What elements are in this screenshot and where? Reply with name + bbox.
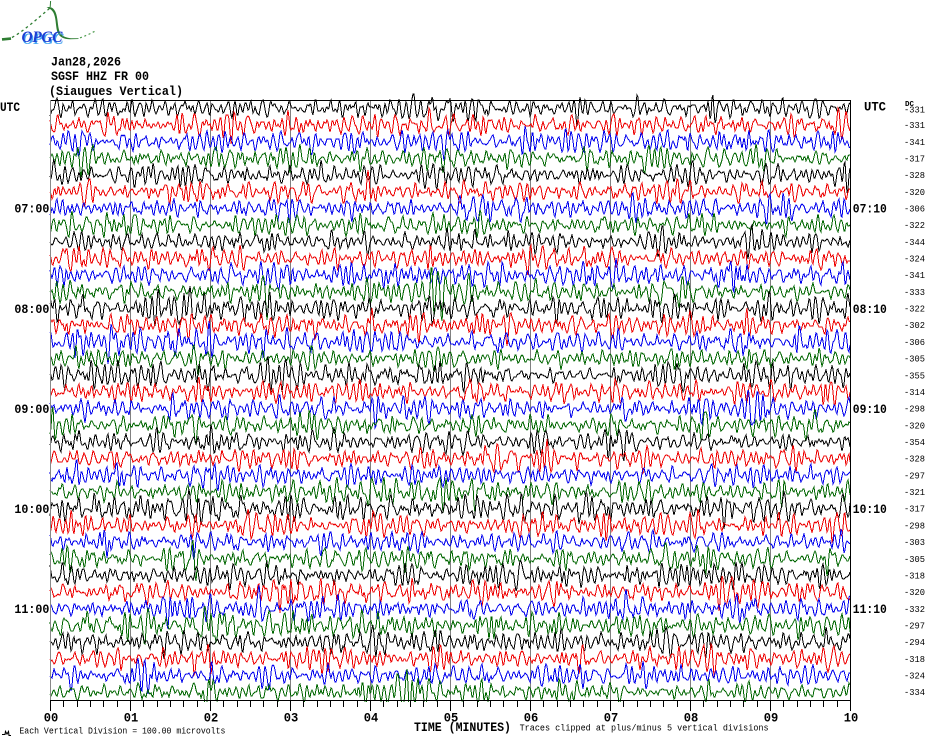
svg-text:-331: -331 [904,121,925,131]
svg-text:-328: -328 [904,171,925,181]
svg-text:10: 10 [844,712,859,726]
svg-text:-317: -317 [904,154,925,164]
svg-text:-332: -332 [904,605,925,615]
svg-text:-341: -341 [904,271,925,281]
svg-text:-318: -318 [904,571,925,581]
svg-text:-297: -297 [904,621,925,631]
svg-text:02: 02 [204,712,219,726]
svg-text:DC: DC [905,101,914,109]
svg-text:10:00: 10:00 [14,502,49,517]
svg-text:03: 03 [284,712,299,726]
svg-text:-321: -321 [904,488,925,498]
svg-text:11:00: 11:00 [14,602,49,617]
svg-text:-297: -297 [904,471,925,481]
svg-text:08:00: 08:00 [14,302,49,317]
svg-text:-354: -354 [904,438,925,448]
svg-text:-320: -320 [904,188,925,198]
svg-text:UTC: UTC [0,100,20,115]
svg-text:-331: -331 [904,106,925,116]
svg-text:-298: -298 [904,521,925,531]
svg-text:SGSF HHZ FR 00: SGSF HHZ FR 00 [51,70,149,84]
svg-text:-314: -314 [904,388,925,398]
svg-text:-305: -305 [904,555,925,565]
svg-text:08:10: 08:10 [853,302,887,317]
svg-text:UTC: UTC [864,100,886,115]
svg-text:-322: -322 [904,221,925,231]
svg-text:-322: -322 [904,305,925,315]
svg-text:OPGC: OPGC [23,31,65,48]
svg-text:09:10: 09:10 [853,402,887,417]
svg-text:09:00: 09:00 [14,402,49,417]
svg-text:-298: -298 [904,405,925,415]
svg-text:07:10: 07:10 [853,202,887,217]
svg-text:09: 09 [764,712,779,726]
svg-text:Each Vertical Division = 100.: Each Vertical Division = 100.00 microvol… [19,726,225,737]
svg-text:-317: -317 [904,505,925,515]
svg-text:-333: -333 [904,288,925,298]
svg-text:TIME (MINUTES): TIME (MINUTES) [414,721,511,735]
svg-text:05: 05 [444,712,459,726]
svg-text:11:10: 11:10 [853,602,887,617]
svg-text:-306: -306 [904,338,925,348]
svg-text:-324: -324 [904,672,925,682]
svg-text:-355: -355 [904,371,925,381]
svg-text:-294: -294 [904,638,925,648]
svg-text:04: 04 [364,712,379,726]
svg-text:-320: -320 [904,588,925,598]
svg-text:Jan28,2026: Jan28,2026 [51,56,121,70]
svg-text:-305: -305 [904,355,925,365]
svg-text:(Siaugues Vertical): (Siaugues Vertical) [49,85,183,99]
svg-text:01: 01 [124,712,139,726]
svg-text:-344: -344 [904,238,925,248]
svg-text:07: 07 [604,712,619,726]
svg-text:-303: -303 [904,538,925,548]
svg-text:-306: -306 [904,204,925,214]
svg-text:-318: -318 [904,655,925,665]
svg-text:-324: -324 [904,255,925,265]
svg-text:OPGC: OPGC [22,29,64,46]
svg-text:10:10: 10:10 [853,502,887,517]
svg-text:07:00: 07:00 [14,202,49,217]
svg-text:06: 06 [524,712,539,726]
svg-text:-320: -320 [904,421,925,431]
svg-text:00: 00 [44,712,59,726]
svg-text:-302: -302 [904,321,925,331]
svg-text:-334: -334 [904,688,925,698]
svg-text:-341: -341 [904,138,925,148]
svg-text:08: 08 [684,712,699,726]
svg-text:Traces clipped at plus/minus 5: Traces clipped at plus/minus 5 vertical … [520,723,769,734]
svg-text:-328: -328 [904,455,925,465]
